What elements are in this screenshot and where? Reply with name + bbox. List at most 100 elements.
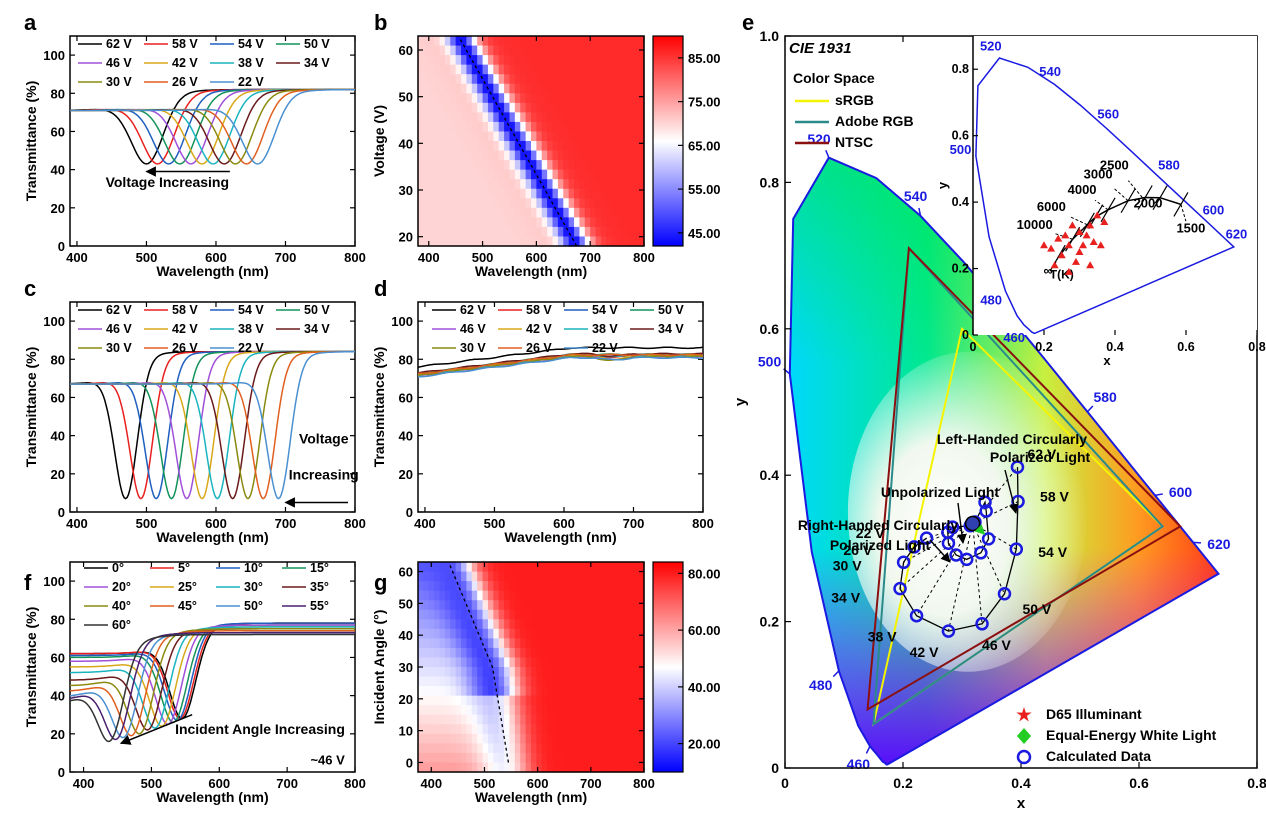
heat-cell bbox=[579, 571, 586, 582]
heat-cell bbox=[552, 83, 559, 94]
heat-cell bbox=[423, 141, 430, 152]
heat-cell bbox=[439, 590, 446, 601]
heat-cell bbox=[633, 705, 640, 716]
heat-cell bbox=[638, 131, 645, 142]
heat-cell bbox=[617, 676, 624, 687]
heat-cell bbox=[504, 83, 511, 94]
heat-cell bbox=[509, 562, 516, 573]
heat-cell bbox=[439, 686, 446, 697]
heat-cell bbox=[638, 141, 645, 152]
heat-cell bbox=[622, 226, 629, 238]
heat-cell bbox=[525, 657, 532, 668]
heat-cell bbox=[450, 743, 457, 754]
heat-cell bbox=[584, 83, 591, 94]
heat-cell bbox=[568, 198, 575, 209]
heat-cell bbox=[514, 36, 521, 47]
heat-cell bbox=[617, 581, 624, 592]
heat-cell bbox=[482, 686, 489, 697]
heat-cell bbox=[450, 36, 457, 47]
heat-cell bbox=[461, 762, 468, 773]
heat-cell bbox=[627, 752, 634, 764]
legend-label: 5° bbox=[178, 561, 190, 575]
heat-cell bbox=[590, 628, 597, 639]
heat-cell bbox=[482, 695, 489, 706]
inset-scatter-point bbox=[1064, 241, 1073, 249]
heat-cell bbox=[439, 150, 446, 161]
legend-label: 34 V bbox=[304, 322, 330, 336]
heat-cell bbox=[461, 121, 468, 133]
heat-cell bbox=[590, 762, 597, 773]
heat-cell bbox=[590, 667, 597, 678]
heat-cell bbox=[574, 64, 581, 75]
heat-cell bbox=[504, 207, 511, 218]
inset-scatter-point bbox=[1064, 267, 1073, 275]
heat-cell bbox=[552, 667, 559, 678]
heat-cell bbox=[595, 169, 602, 180]
heat-cell bbox=[563, 169, 570, 180]
heat-cell bbox=[531, 74, 537, 85]
heat-cell bbox=[471, 102, 478, 113]
y-tick-label: 100 bbox=[391, 314, 413, 329]
heat-cell bbox=[423, 714, 430, 725]
heat-cell bbox=[622, 667, 629, 678]
heat-cell bbox=[428, 686, 435, 697]
x-tick-label: 700 bbox=[275, 516, 297, 531]
heat-cell bbox=[579, 600, 586, 611]
heat-cell bbox=[444, 198, 451, 209]
chart-title: CIE 1931 bbox=[789, 40, 852, 57]
x-tick-label: 500 bbox=[136, 516, 158, 531]
heat-cell bbox=[531, 762, 537, 773]
heat-cell bbox=[541, 752, 548, 764]
heat-cell bbox=[552, 705, 559, 716]
heat-cell bbox=[434, 628, 441, 639]
legend-label: 50 V bbox=[304, 303, 330, 317]
heat-cell bbox=[633, 600, 640, 611]
heat-cell bbox=[633, 83, 640, 94]
series-line-22V bbox=[70, 88, 355, 165]
heat-cell bbox=[428, 55, 435, 66]
panel-letter-e: e bbox=[742, 10, 754, 35]
heat-cell bbox=[563, 562, 570, 573]
heat-cell bbox=[600, 581, 607, 592]
legend-label: 35° bbox=[310, 580, 329, 594]
heat-cell bbox=[590, 188, 597, 199]
heat-cell bbox=[531, 160, 537, 171]
heat-cell bbox=[611, 188, 618, 199]
heat-cell bbox=[595, 619, 602, 630]
heat-cell bbox=[568, 141, 575, 152]
heat-cell bbox=[509, 581, 516, 592]
heat-cell bbox=[574, 733, 581, 744]
heat-cell bbox=[633, 198, 640, 209]
heat-cell bbox=[450, 74, 457, 85]
y-tick-label: 0.2 bbox=[952, 262, 969, 276]
heat-cell bbox=[498, 581, 505, 592]
heat-cell bbox=[498, 83, 505, 94]
heat-cell bbox=[606, 141, 613, 152]
heat-cell bbox=[482, 141, 489, 152]
heat-cell bbox=[568, 733, 575, 744]
heat-cell bbox=[434, 609, 441, 620]
heat-cell bbox=[633, 571, 640, 582]
heat-cell bbox=[568, 121, 575, 133]
heat-cell bbox=[574, 121, 581, 133]
heat-cell bbox=[622, 131, 629, 142]
heat-cell bbox=[504, 571, 511, 582]
legend-label: 62 V bbox=[106, 37, 132, 51]
heat-cell bbox=[595, 581, 602, 592]
heat-cell bbox=[600, 169, 607, 180]
heat-cell bbox=[493, 743, 500, 754]
heat-cell bbox=[552, 581, 559, 592]
heat-cell bbox=[498, 131, 505, 142]
heat-cell bbox=[514, 102, 521, 113]
heat-cell bbox=[552, 36, 559, 47]
heat-cell bbox=[487, 74, 494, 85]
heat-cell bbox=[617, 600, 624, 611]
heat-cell bbox=[606, 188, 613, 199]
heat-cell bbox=[504, 121, 511, 133]
heat-cell bbox=[455, 217, 462, 228]
heat-cell bbox=[531, 600, 537, 611]
heat-cell bbox=[622, 102, 629, 113]
heat-cell bbox=[423, 600, 430, 611]
heat-cell bbox=[552, 207, 559, 218]
heat-cell bbox=[611, 686, 618, 697]
